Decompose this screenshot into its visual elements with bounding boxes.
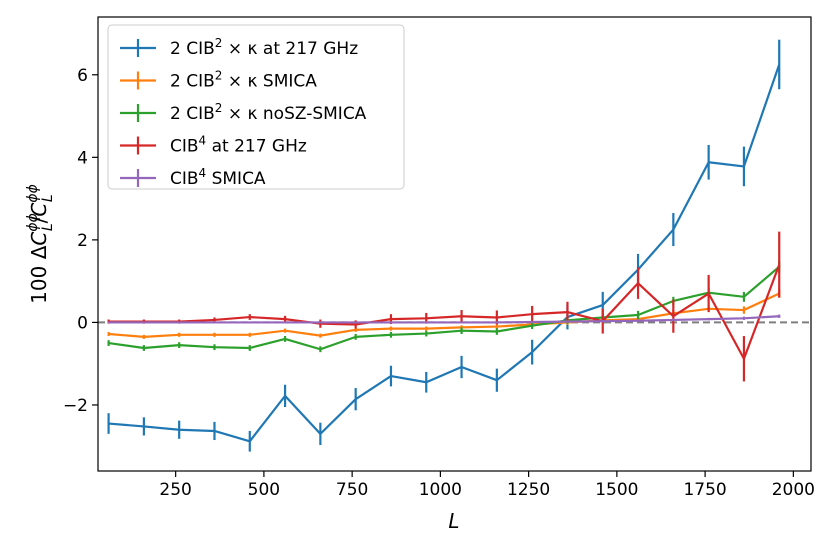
series-line — [108, 264, 781, 360]
legend: 2 CIB2 × κ at 217 GHz 2 CIB2 × κ SMICA 2 C… — [107, 24, 405, 190]
y-tick-label: 0 — [77, 313, 88, 333]
y-tick-label: 4 — [77, 148, 88, 168]
series-5 — [107, 314, 781, 324]
legend-label: CIB4 SMICA — [170, 166, 266, 189]
legend-entry: CIB4 at 217 GHz — [120, 134, 307, 157]
x-tick-label: 1750 — [683, 480, 726, 500]
legend-entry: 2 CIB2 × κ at 217 GHz — [120, 36, 358, 59]
legend-label: CIB4 at 217 GHz — [170, 134, 307, 157]
legend-box — [107, 24, 405, 190]
series-line — [108, 292, 780, 338]
plot-frame — [97, 16, 812, 472]
legend-entry: CIB4 SMICA — [120, 166, 266, 189]
x-tick-label: 2000 — [772, 480, 815, 500]
y-tick-label: 6 — [77, 66, 88, 86]
x-axis-label: L — [448, 509, 459, 533]
legend-label: 2 CIB2 × κ noSZ-SMICA — [170, 101, 367, 124]
x-tick-label: 250 — [159, 480, 191, 500]
x-tick-label: 1500 — [595, 480, 638, 500]
legend-entry: 2 CIB2 × κ SMICA — [120, 69, 317, 92]
legend-entry: 2 CIB2 × κ noSZ-SMICA — [120, 101, 367, 124]
legend-label: 2 CIB2 × κ at 217 GHz — [170, 36, 358, 59]
x-tick-label: 1000 — [419, 480, 462, 500]
series-line — [108, 265, 780, 351]
y-axis-label: 100 ΔCϕϕL/CϕϕL — [25, 184, 56, 304]
y-tick-label: −2 — [63, 396, 88, 416]
y-tick-label: 2 — [77, 231, 88, 251]
x-tick-label: 500 — [248, 480, 280, 500]
x-tick-label: 1250 — [507, 480, 550, 500]
series-line — [108, 64, 781, 443]
x-tick-label: 750 — [336, 480, 368, 500]
legend-label: 2 CIB2 × κ SMICA — [170, 69, 317, 92]
series-line — [108, 315, 780, 324]
